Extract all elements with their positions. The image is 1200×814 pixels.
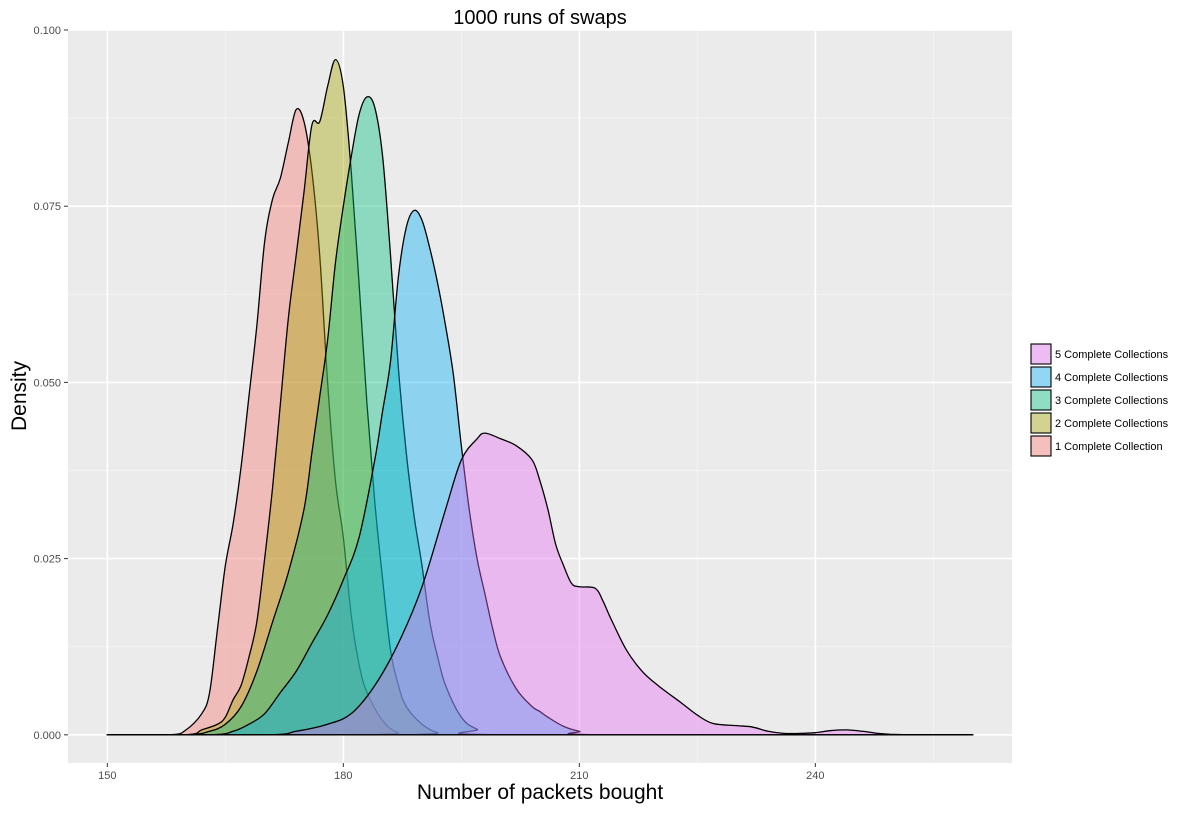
legend-key-swatch xyxy=(1030,435,1052,457)
legend-label: 2 Complete Collections xyxy=(1055,418,1169,430)
legend-key-background xyxy=(1031,367,1051,387)
legend-key-background xyxy=(1031,413,1051,433)
x-axis-title: Number of packets bought xyxy=(417,781,663,804)
x-tick-label: 150 xyxy=(98,770,116,782)
y-tick-label: 0.000 xyxy=(33,730,61,742)
legend-label: 3 Complete Collections xyxy=(1055,395,1169,407)
legend: 5 Complete Collections 4 Complete Collect… xyxy=(1030,343,1169,457)
legend-key-swatch xyxy=(1030,412,1052,434)
legend-key-background xyxy=(1031,344,1051,364)
legend-key-swatch xyxy=(1030,343,1052,365)
y-tick-label: 0.025 xyxy=(33,554,61,566)
legend-key-background xyxy=(1031,436,1051,456)
legend-key-swatch xyxy=(1030,389,1052,411)
density-areas xyxy=(106,58,974,736)
legend-key-swatch xyxy=(1030,366,1052,388)
y-tick-label: 0.075 xyxy=(33,201,61,213)
density-area-series-3 xyxy=(106,96,974,736)
legend-key-background xyxy=(1031,390,1051,410)
x-tick-label: 240 xyxy=(806,770,824,782)
y-tick-label: 0.050 xyxy=(33,377,61,389)
legend-label: 5 Complete Collections xyxy=(1055,349,1169,361)
y-axis-title: Density xyxy=(8,360,31,431)
density-area-series-2 xyxy=(106,58,974,736)
density-area-series-4 xyxy=(106,209,974,736)
legend-label: 4 Complete Collections xyxy=(1055,372,1169,384)
grid-layer xyxy=(68,29,1012,763)
density-area-series-5 xyxy=(106,432,974,736)
x-tick-label: 180 xyxy=(334,770,352,782)
axes: 150 180 210 240 0.000 0.025 0.050 0.075 0.100 xyxy=(33,25,824,782)
chart-title: 1000 runs of swaps xyxy=(453,7,626,29)
y-tick-label: 0.100 xyxy=(33,25,61,37)
legend-label: 1 Complete Collection xyxy=(1055,441,1163,453)
x-tick-label: 210 xyxy=(570,770,588,782)
density-area-series-1 xyxy=(106,107,974,736)
